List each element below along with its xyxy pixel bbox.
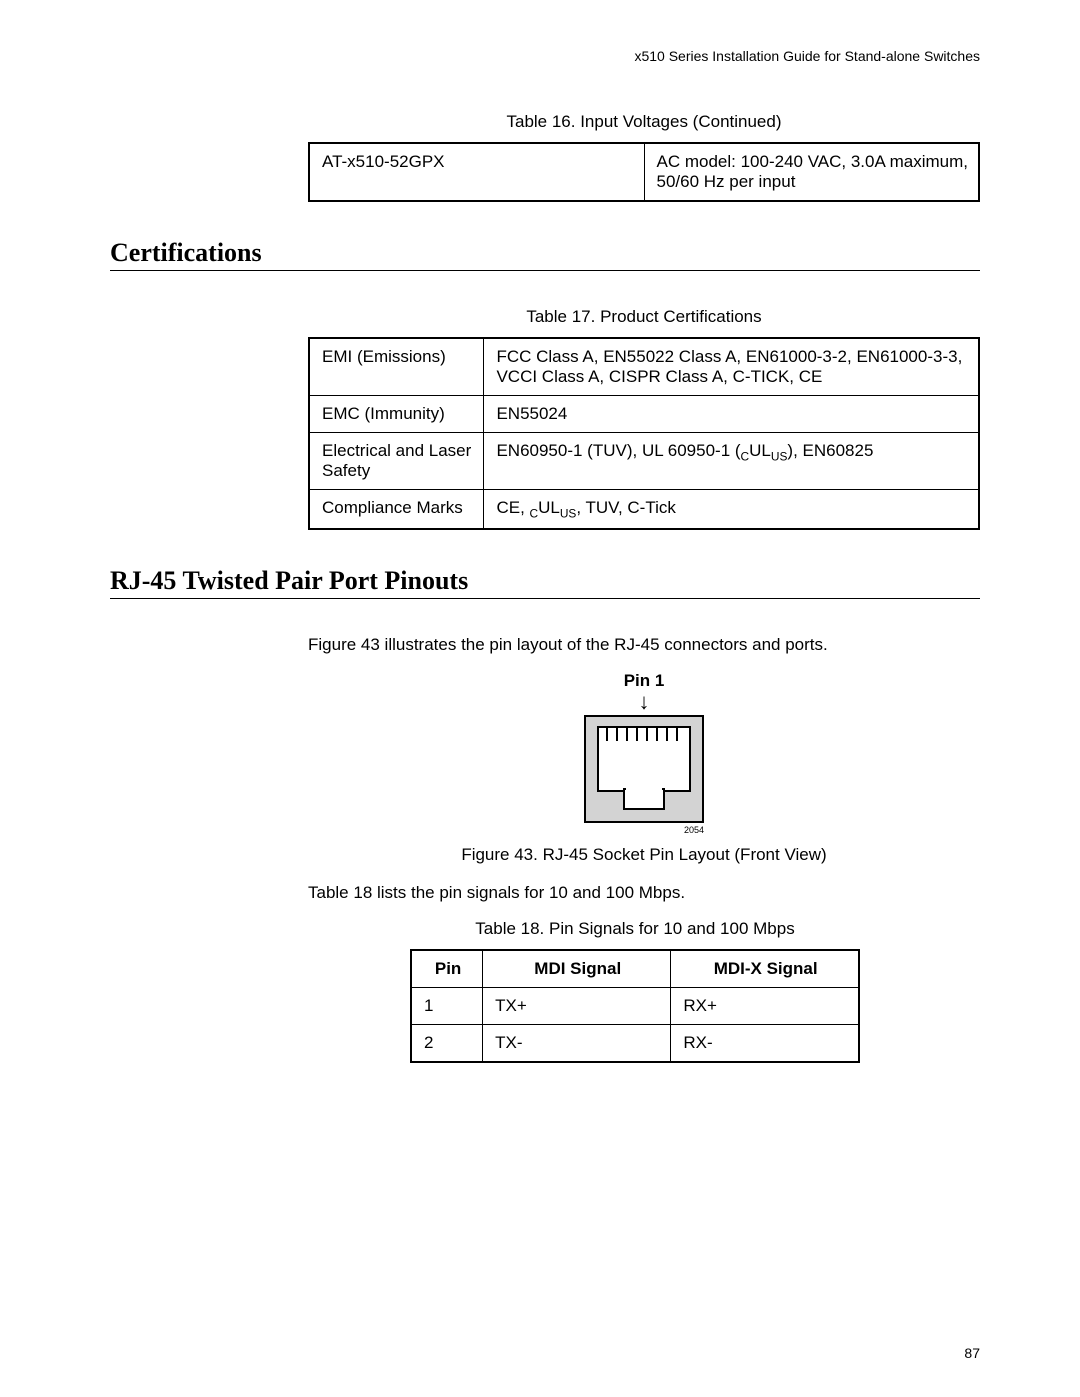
table-row: EMI (Emissions) FCC Class A, EN55022 Cla… [309,338,979,396]
table17-block: Table 17. Product Certifications EMI (Em… [308,307,980,530]
figure-43: Pin 1 ↓ 2054 [308,671,980,835]
table18-r0-mdix: RX+ [671,988,859,1025]
table18-r0-pin: 1 [411,988,483,1025]
table17-r1-c2: EN55024 [484,396,979,433]
table18-intro: Table 18 lists the pin signals for 10 an… [308,883,980,903]
table-row: 1 TX+ RX+ [411,988,859,1025]
table17-r2-c2: EN60950-1 (TUV), UL 60950-1 (CULUS), EN6… [484,433,979,490]
table16-r0-c1: AT-x510-52GPX [309,143,644,201]
table18-r1-mdix: RX- [671,1025,859,1063]
table17-r0-c1: EMI (Emissions) [309,338,484,396]
table-row: Compliance Marks CE, CULUS, TUV, C-Tick [309,490,979,530]
rj45-intro: Figure 43 illustrates the pin layout of … [308,635,980,655]
table16-r0-c2: AC model: 100-240 VAC, 3.0A maximum, 50/… [644,143,979,201]
table-row: 2 TX- RX- [411,1025,859,1063]
table17-caption: Table 17. Product Certifications [308,307,980,327]
table18-r0-mdi: TX+ [483,988,671,1025]
table18-h0: Pin [411,950,483,988]
table-header-row: Pin MDI Signal MDI-X Signal [411,950,859,988]
table18-h2: MDI-X Signal [671,950,859,988]
rj45-diagram [584,715,704,823]
table16-caption: Table 16. Input Voltages (Continued) [308,112,980,132]
rj45-block: Figure 43 illustrates the pin layout of … [308,635,980,903]
section-rule-2 [110,598,980,599]
table16: AT-x510-52GPX AC model: 100-240 VAC, 3.0… [308,142,980,202]
table-row: Electrical and Laser Safety EN60950-1 (T… [309,433,979,490]
page-number: 87 [964,1345,980,1361]
figure-number-small: 2054 [584,825,704,835]
section-rj45-title: RJ-45 Twisted Pair Port Pinouts [110,566,980,596]
pin1-label: Pin 1 [308,671,980,691]
table18-r1-pin: 2 [411,1025,483,1063]
table18-h1: MDI Signal [483,950,671,988]
table18: Pin MDI Signal MDI-X Signal 1 TX+ RX+ 2 … [410,949,860,1063]
header-text: x510 Series Installation Guide for Stand… [110,48,980,64]
section-certifications-title: Certifications [110,238,980,268]
table17: EMI (Emissions) FCC Class A, EN55022 Cla… [308,337,980,530]
table-row: AT-x510-52GPX AC model: 100-240 VAC, 3.0… [309,143,979,201]
table17-r2-c1: Electrical and Laser Safety [309,433,484,490]
table17-r3-c1: Compliance Marks [309,490,484,530]
down-arrow-icon: ↓ [308,693,980,711]
table18-caption: Table 18. Pin Signals for 10 and 100 Mbp… [410,919,860,939]
table17-r3-c2: CE, CULUS, TUV, C-Tick [484,490,979,530]
table17-r0-c2: FCC Class A, EN55022 Class A, EN61000-3-… [484,338,979,396]
figure-43-caption: Figure 43. RJ-45 Socket Pin Layout (Fron… [308,845,980,865]
table17-r1-c1: EMC (Immunity) [309,396,484,433]
table-row: EMC (Immunity) EN55024 [309,396,979,433]
table16-block: Table 16. Input Voltages (Continued) AT-… [308,112,980,202]
table18-r1-mdi: TX- [483,1025,671,1063]
table18-block: Table 18. Pin Signals for 10 and 100 Mbp… [410,919,860,1063]
section-rule [110,270,980,271]
